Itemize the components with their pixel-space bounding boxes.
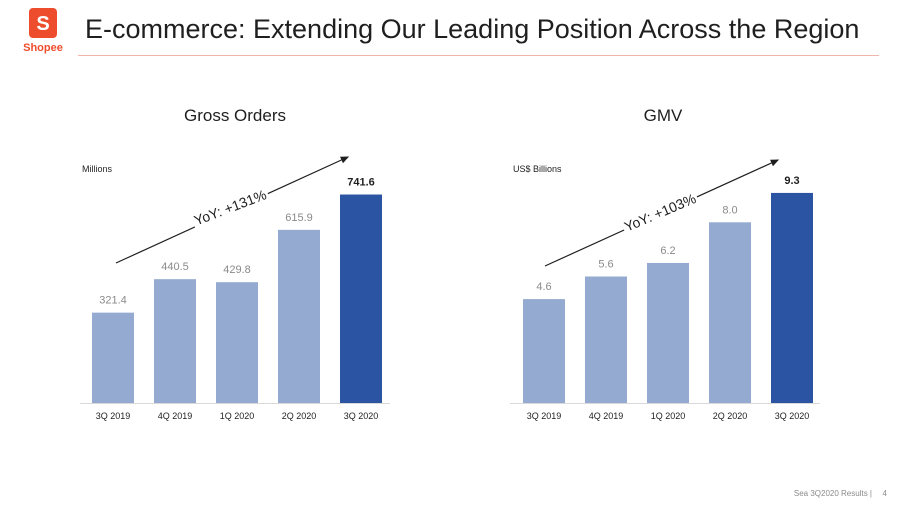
- bar-value-label: 5.6: [598, 259, 613, 271]
- bar: [92, 312, 134, 403]
- bar-value-label: 615.9: [285, 212, 313, 224]
- x-tick-label: 4Q 2019: [158, 411, 193, 421]
- page-number: 4: [882, 489, 887, 498]
- x-tick-label: 3Q 2020: [775, 411, 810, 421]
- yoy-annotation: YoY: +131%: [192, 186, 269, 228]
- bar-value-label: 429.8: [223, 264, 251, 276]
- bar: [585, 276, 627, 403]
- logo-text: Shopee: [23, 42, 63, 54]
- bar: [709, 222, 751, 403]
- footer-text: Sea 3Q2020 Results |: [793, 489, 872, 498]
- yoy-annotation: YoY: +103%: [622, 190, 698, 234]
- x-tick-label: 1Q 2020: [220, 411, 255, 421]
- bar: [278, 229, 320, 403]
- chart-unit-label: US$ Billions: [513, 164, 562, 174]
- bar-value-label: 9.3: [784, 175, 799, 187]
- shopping-bag-icon: S: [29, 8, 57, 38]
- bar-value-label: 6.2: [660, 245, 675, 257]
- x-tick-label: 2Q 2020: [713, 411, 748, 421]
- bar: [771, 192, 813, 403]
- x-tick-label: 1Q 2020: [651, 411, 686, 421]
- chart-title: GMV: [644, 106, 683, 125]
- bar: [647, 262, 689, 403]
- annotation-backdrop: [190, 186, 271, 231]
- x-tick-label: 3Q 2019: [527, 411, 562, 421]
- bar: [340, 194, 382, 403]
- shopee-logo: S Shopee: [20, 8, 66, 58]
- annotation-backdrop: [620, 190, 701, 237]
- bar: [154, 279, 196, 403]
- x-tick-label: 4Q 2019: [589, 411, 624, 421]
- bar: [216, 282, 258, 403]
- chart-title: Gross Orders: [184, 106, 286, 125]
- x-tick-label: 2Q 2020: [282, 411, 317, 421]
- chart-unit-label: Millions: [82, 164, 113, 174]
- bar-value-label: 440.5: [161, 261, 189, 273]
- bar-value-label: 8.0: [722, 204, 737, 216]
- bar-value-label: 4.6: [536, 281, 551, 293]
- x-tick-label: 3Q 2020: [344, 411, 379, 421]
- bar: [523, 299, 565, 403]
- bar-value-label: 321.4: [99, 295, 127, 307]
- x-tick-label: 3Q 2019: [96, 411, 131, 421]
- page-title: E-commerce: Extending Our Leading Positi…: [85, 14, 860, 44]
- bar-value-label: 741.6: [347, 177, 375, 189]
- title-divider: [78, 55, 879, 56]
